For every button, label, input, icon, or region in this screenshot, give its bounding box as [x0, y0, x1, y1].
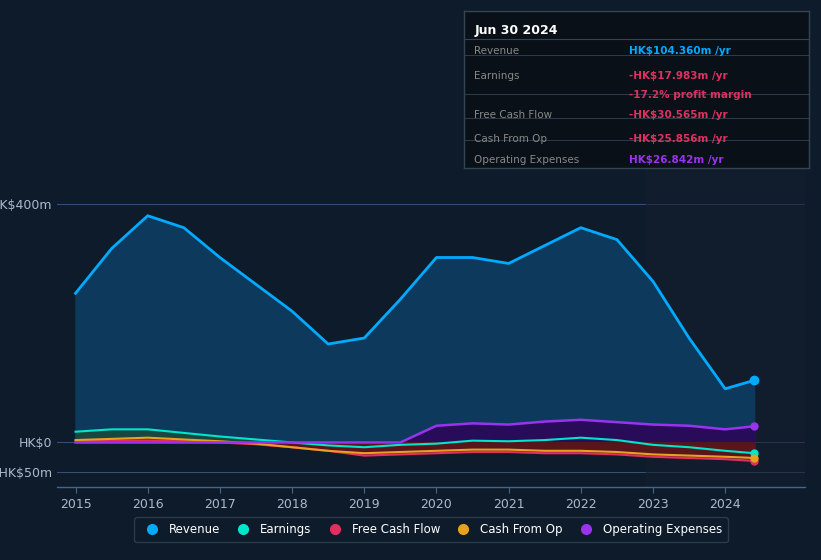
Text: -HK$30.565m /yr: -HK$30.565m /yr [630, 110, 728, 120]
Legend: Revenue, Earnings, Free Cash Flow, Cash From Op, Operating Expenses: Revenue, Earnings, Free Cash Flow, Cash … [135, 517, 727, 542]
Text: Earnings: Earnings [475, 71, 520, 81]
Text: Revenue: Revenue [475, 46, 520, 55]
Text: Operating Expenses: Operating Expenses [475, 156, 580, 165]
Text: Jun 30 2024: Jun 30 2024 [475, 24, 557, 37]
Text: HK$26.842m /yr: HK$26.842m /yr [630, 156, 724, 165]
Text: Cash From Op: Cash From Op [475, 133, 548, 143]
Text: -HK$17.983m /yr: -HK$17.983m /yr [630, 71, 728, 81]
Text: -HK$25.856m /yr: -HK$25.856m /yr [630, 133, 728, 143]
Bar [646, 168, 805, 487]
Text: Free Cash Flow: Free Cash Flow [475, 110, 553, 120]
Text: -17.2% profit margin: -17.2% profit margin [630, 90, 752, 100]
Text: HK$104.360m /yr: HK$104.360m /yr [630, 46, 732, 55]
